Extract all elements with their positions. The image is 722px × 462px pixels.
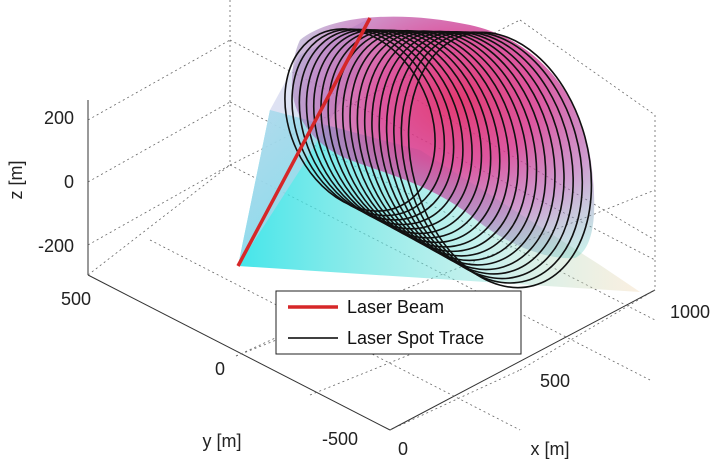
- y-axis-label: y [m]: [203, 431, 242, 451]
- laser-beam-line: [236, 17, 372, 267]
- x-tick-label: 0: [398, 439, 408, 459]
- grid-line: [87, 39, 231, 121]
- x-tick-label: 500: [540, 371, 570, 391]
- spot-trace-ring: [356, 30, 529, 257]
- y-tick-label: 0: [215, 359, 225, 379]
- spot-trace-ring: [349, 30, 519, 253]
- grid-line: [519, 289, 656, 371]
- spot-trace-ring: [371, 30, 547, 266]
- spot-trace-ring: [327, 29, 492, 239]
- x-axis-label: x [m]: [531, 439, 570, 459]
- legend-label-laser-spot-trace: Laser Spot Trace: [347, 328, 484, 348]
- legend-label-laser-beam: Laser Beam: [347, 297, 444, 317]
- x-tick-labels: 0 500 1000: [398, 302, 710, 459]
- axes-box: [87, 100, 656, 431]
- grid-line: [389, 369, 521, 431]
- spot-trace-ring: [341, 29, 510, 248]
- axis-edge: [87, 274, 391, 431]
- y-tick-label: 500: [61, 289, 91, 309]
- spot-trace-ring: [363, 30, 538, 262]
- grid-line: [235, 289, 381, 357]
- spot-trace-ring: [385, 31, 565, 275]
- z-axis-label: z [m]: [6, 161, 26, 200]
- laser-spot-trace: [284, 28, 593, 289]
- spot-trace-ring: [334, 29, 501, 244]
- grid-line: [149, 239, 521, 431]
- grid-line: [87, 101, 231, 183]
- legend: Laser Beam Laser Spot Trace: [275, 290, 522, 355]
- spot-trace-ring: [407, 31, 593, 289]
- grid-line: [399, 89, 656, 241]
- grid-line: [87, 164, 231, 276]
- y-tick-labels: -500 0 500: [61, 289, 358, 449]
- dome-surface: [291, 16, 595, 259]
- grid-line: [87, 164, 231, 246]
- spot-trace-ring: [400, 31, 584, 284]
- z-tick-label: 200: [44, 108, 74, 128]
- y-tick-label: -500: [322, 429, 358, 449]
- z-tick-label: -200: [38, 236, 74, 256]
- x-tick-label: 1000: [670, 302, 710, 322]
- z-tick-labels: -200 0 200: [38, 108, 74, 256]
- spot-trace-ring: [378, 30, 556, 271]
- z-tick-label: 0: [64, 172, 74, 192]
- axis-edge: [389, 289, 656, 431]
- spot-trace-ring: [393, 31, 574, 280]
- legend-box: [275, 290, 522, 355]
